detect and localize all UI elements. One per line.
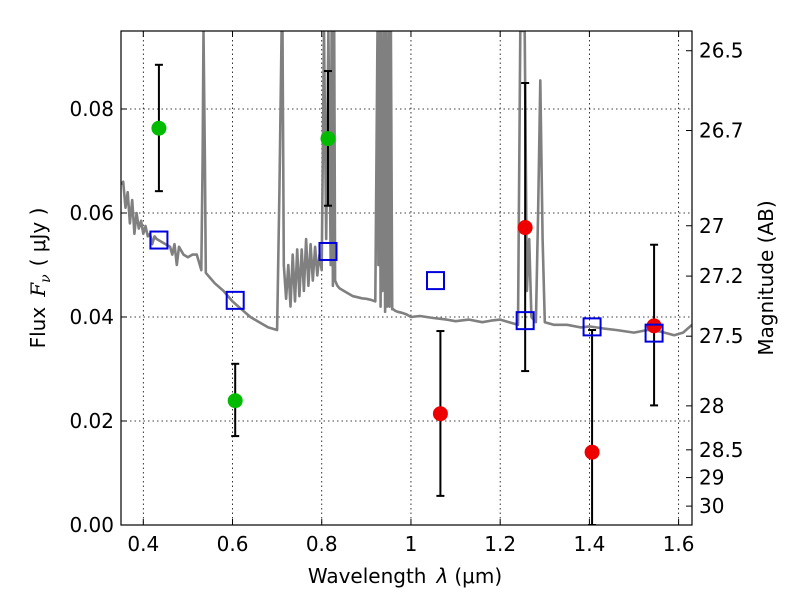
plot-area: [121, 31, 692, 525]
x-axis-label: Wavelength λ (μm): [308, 564, 502, 588]
mag-tick-label: 28: [699, 394, 724, 418]
mag-tick-label: 27.2: [699, 264, 744, 288]
model-point: [318, 241, 338, 261]
y-axis-label: FluxFν( μJy ): [26, 208, 54, 349]
mag-tick-label: 26.7: [699, 119, 744, 143]
mag-tick-label: 26.5: [699, 39, 744, 63]
model-point: [225, 290, 245, 310]
y-tick-label: 0.06: [69, 201, 114, 225]
data-point: [584, 444, 600, 460]
x-tick-label: 1.6: [663, 532, 695, 556]
mag-tick-label: 30: [699, 494, 724, 518]
mag-tick-label: 27: [699, 214, 724, 238]
data-point: [320, 131, 336, 147]
y-axis-right-label: Magnitude (AB): [754, 200, 778, 355]
model-point: [425, 271, 445, 291]
data-point: [432, 406, 448, 422]
model-point: [582, 317, 602, 337]
y-tick-label: 0.04: [69, 305, 114, 329]
x-tick-label: 1.4: [573, 532, 605, 556]
y-tick-label: 0.00: [69, 513, 114, 537]
y-tick-label: 0.08: [69, 97, 114, 121]
data-point: [646, 318, 662, 334]
plot-frame: [120, 30, 693, 526]
x-tick-label: 1: [405, 532, 418, 556]
x-tick-label: 1.2: [484, 532, 516, 556]
x-tick-label: 0.8: [306, 532, 338, 556]
x-tick-label: 0.6: [217, 532, 249, 556]
axis-ticks: 0.4 0.6 0.8 1 1.2 1.4 1.6 0.00 0.02 0.04 0.06 0.08 2…: [69, 31, 744, 556]
data-point: [517, 220, 533, 236]
grid: [121, 31, 692, 526]
model-point: [644, 323, 664, 343]
model-point: [149, 230, 169, 250]
data-point: [227, 393, 243, 409]
series-group: [121, 31, 692, 525]
mag-tick-label: 29: [699, 466, 724, 490]
model-point: [515, 311, 535, 331]
x-tick-label: 0.4: [127, 532, 159, 556]
model-spectrum-line: [121, 31, 692, 337]
mag-tick-label: 27.5: [699, 324, 744, 348]
mag-tick-label: 28.5: [699, 438, 744, 462]
y-tick-label: 0.02: [69, 409, 114, 433]
data-point: [151, 120, 167, 136]
